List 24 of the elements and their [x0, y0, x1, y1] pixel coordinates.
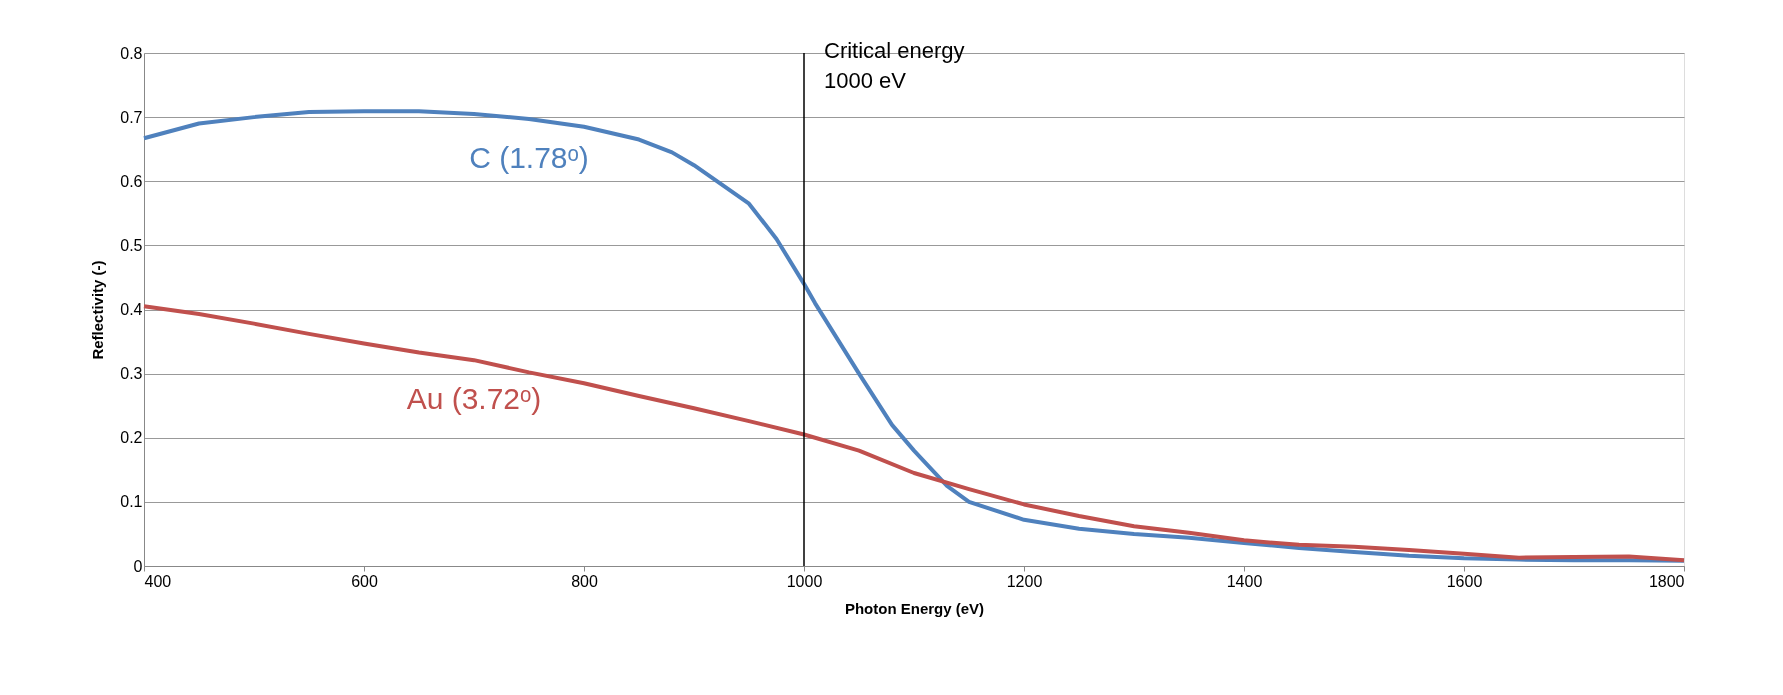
y-tick-label: 0.3 — [120, 365, 143, 383]
series-label: Au (3.72ᵒ) — [406, 382, 542, 416]
y-tick-label: 0.8 — [120, 44, 143, 62]
series-label: C (1.78ᵒ) — [469, 141, 589, 175]
ref-line-label: Critical energy 1000 eV — [824, 38, 965, 93]
x-tick-label: 1200 — [1006, 572, 1043, 590]
y-tick-label: 0.1 — [120, 493, 143, 511]
x-tick-label: 1800 — [1648, 572, 1685, 590]
x-tick-label: 1600 — [1446, 572, 1483, 590]
line-series — [142, 304, 1686, 563]
line-series — [142, 109, 1686, 563]
y-tick-label: 0.7 — [120, 108, 143, 126]
x-tick-label: 400 — [144, 572, 172, 590]
x-axis-title: Photon Energy (eV) — [844, 599, 985, 617]
y-tick-label: 0 — [133, 557, 143, 575]
y-tick-label: 0.4 — [120, 301, 143, 318]
x-tick-label: 1000 — [786, 572, 823, 590]
x-tick-label: 1400 — [1226, 572, 1263, 590]
y-tick-label: 0.2 — [120, 429, 143, 447]
y-axis-title: Reflectivity (-) — [89, 260, 107, 360]
y-tick-label: 0.6 — [120, 172, 143, 190]
x-tick-label: 800 — [571, 572, 598, 590]
x-tick-label: 600 — [351, 572, 378, 590]
y-tick-label: 0.5 — [120, 236, 143, 254]
